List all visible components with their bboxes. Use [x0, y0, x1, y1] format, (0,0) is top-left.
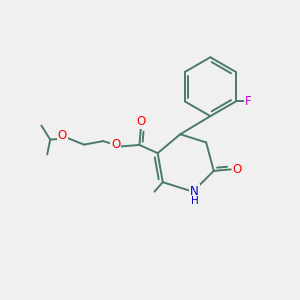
- Text: H: H: [190, 196, 198, 206]
- Text: O: O: [111, 138, 120, 151]
- Text: N: N: [190, 185, 199, 198]
- Text: O: O: [233, 163, 242, 176]
- Text: F: F: [245, 95, 251, 108]
- Text: O: O: [58, 129, 67, 142]
- Text: O: O: [136, 115, 146, 128]
